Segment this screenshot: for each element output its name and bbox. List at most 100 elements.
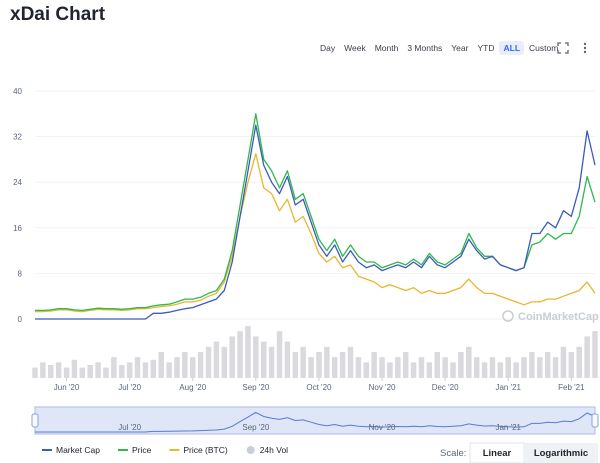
volume-bar (324, 346, 330, 378)
volume-bar (395, 357, 401, 378)
volume-bar (190, 357, 196, 378)
volume-bar (544, 352, 551, 378)
volume-bar (284, 341, 291, 378)
volume-bar (142, 362, 149, 378)
volume-bar (560, 346, 567, 378)
y-tick-label: 16 (13, 224, 22, 233)
fullscreen-icon[interactable] (557, 42, 569, 54)
legend-label: Market Cap (56, 445, 100, 455)
x-tick-label: Sep '20 (242, 383, 269, 392)
range-button[interactable]: 3 Months (407, 43, 443, 53)
volume-bar (489, 357, 496, 378)
range-button[interactable]: YTD (477, 43, 495, 53)
x-tick-label: Aug '20 (179, 383, 206, 392)
volume-bar (552, 357, 559, 378)
series-line (35, 153, 596, 313)
x-tick-label: Nov '20 (369, 383, 396, 392)
volume-bar (174, 357, 180, 378)
x-tick-label: Jun '20 (54, 383, 80, 392)
scale-option-bg[interactable] (524, 443, 598, 463)
volume-bar (434, 352, 440, 378)
volume-bar (537, 357, 543, 378)
volume-bar (513, 362, 519, 378)
series-line (35, 113, 596, 312)
navigator-handle[interactable] (591, 413, 599, 428)
legend-label: Price (132, 445, 152, 455)
volume-bar (197, 352, 204, 378)
navigator-label: Nov '20 (369, 423, 396, 432)
volume-bar (48, 365, 54, 378)
scale-label: Scale: (440, 448, 466, 459)
y-tick-label: 40 (13, 87, 22, 96)
scale-option[interactable]: Logarithmic (534, 448, 588, 459)
volume-bar (205, 346, 212, 378)
volume-bar (592, 331, 598, 378)
volume-bar (505, 357, 511, 378)
navigator-label: Jan '21 (495, 423, 521, 432)
legend-item[interactable]: Price (BTC) (169, 445, 228, 455)
x-tick-label: Oct '20 (306, 383, 332, 392)
legend-item[interactable]: Price (117, 445, 152, 455)
volume-bar (292, 352, 299, 378)
series-line (35, 124, 596, 320)
volume-bar (79, 367, 86, 378)
volume-bar (355, 357, 362, 378)
volume-bar (119, 365, 125, 378)
range-button[interactable]: Year (451, 43, 469, 53)
range-buttons: Day Week Month 3 Months Year YTD ALL Custom (316, 41, 563, 55)
volume-bar (481, 362, 488, 378)
volume-bar (387, 362, 393, 378)
volume-bar (213, 341, 220, 378)
volume-bar (497, 362, 504, 378)
legend-item[interactable]: 24h Vol (246, 445, 288, 455)
navigator-line (35, 411, 596, 433)
legend-symbol (246, 446, 255, 454)
volume-bar (466, 346, 472, 378)
volume-bar (316, 352, 322, 378)
volume-bar (426, 362, 433, 378)
range-button[interactable]: ALL (499, 41, 525, 55)
volume-bar (158, 352, 164, 378)
watermark-logo (502, 310, 514, 322)
volume-bar (450, 362, 456, 378)
navigator-handle[interactable] (31, 413, 39, 428)
volume-bar (576, 346, 582, 378)
volume-bar (95, 362, 101, 378)
volume-bar (379, 357, 385, 378)
volume-bar (221, 346, 228, 378)
volume-bar (55, 362, 62, 378)
volume-bar (268, 346, 275, 378)
legend-item[interactable]: Market Cap (42, 445, 100, 455)
menu-icon[interactable] (583, 42, 587, 54)
volume-bar (150, 359, 157, 378)
volume-bar (166, 362, 172, 378)
volume-bar (134, 357, 141, 378)
y-tick-label: 24 (13, 178, 22, 187)
volume-bar (261, 341, 267, 378)
volume-bar (126, 362, 133, 378)
volume-bar (473, 357, 480, 378)
range-button[interactable]: Custom (529, 43, 559, 53)
volume-bar (371, 352, 377, 378)
y-tick-label: 8 (18, 269, 23, 278)
volume-bar (458, 352, 464, 378)
volume-bar (410, 362, 417, 378)
volume-bar (182, 352, 188, 378)
range-button[interactable]: Day (320, 43, 336, 53)
volume-bar (521, 357, 527, 378)
x-tick-label: Feb '21 (558, 383, 585, 392)
y-tick-label: 0 (18, 315, 23, 324)
range-button[interactable]: Week (344, 43, 366, 53)
volume-bar (300, 346, 306, 378)
volume-bar (331, 357, 338, 378)
scale-option[interactable]: Linear (483, 448, 512, 459)
volume-bar (71, 359, 78, 378)
volume-bar (229, 336, 235, 378)
range-button[interactable]: Month (374, 43, 399, 53)
volume-bar (32, 367, 38, 378)
volume-bar (308, 357, 314, 378)
volume-bar (237, 331, 243, 378)
watermark: CoinMarketCap (518, 311, 599, 323)
